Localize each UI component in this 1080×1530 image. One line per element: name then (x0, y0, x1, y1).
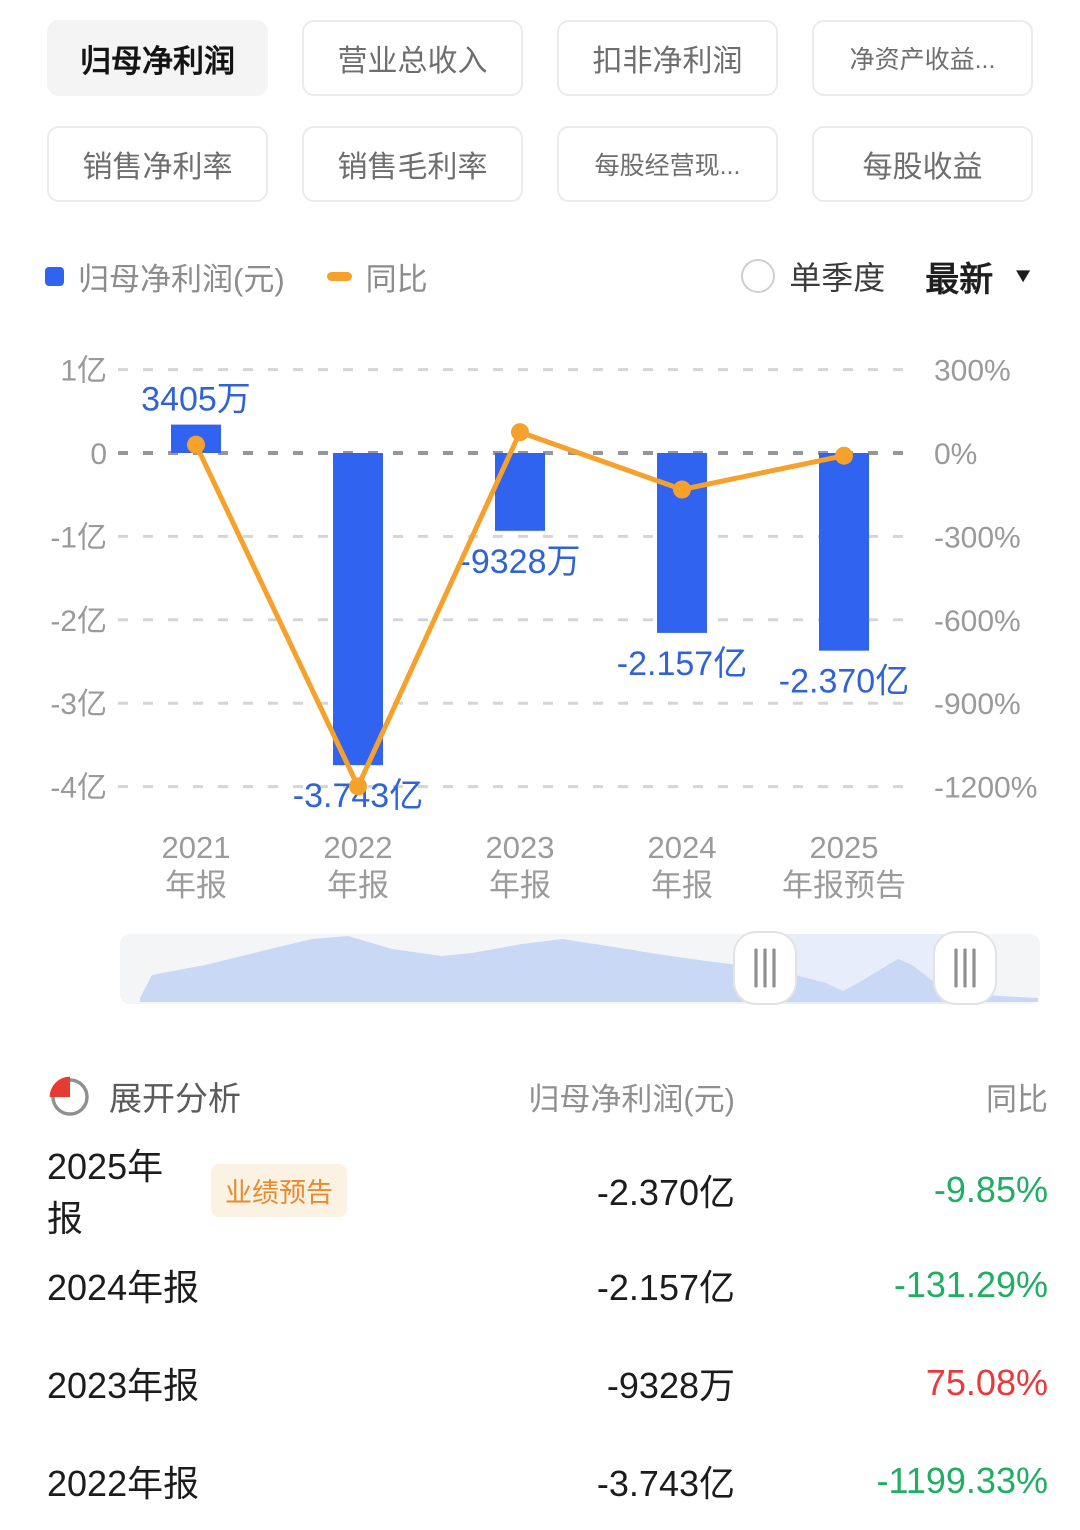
svg-text:-2.370亿: -2.370亿 (779, 663, 909, 701)
tab-total-revenue[interactable]: 营业总收入 (302, 20, 523, 96)
row-value: -2.370亿 (596, 1172, 735, 1213)
expand-analysis-label[interactable]: 展开分析 (109, 1080, 241, 1117)
chevron-down-icon: ▼ (1011, 264, 1035, 288)
row-period: 2024年报 (47, 1267, 200, 1308)
svg-text:-9328万: -9328万 (460, 543, 581, 581)
svg-text:2023年报: 2023 年报 (486, 830, 555, 903)
tab-row-1: 归母净利润 营业总收入 扣非净利润 净资产收益... (47, 20, 1033, 96)
bar-series-label: 归母净利润(元) (78, 261, 285, 297)
tab-deducted-profit[interactable]: 扣非净利润 (557, 20, 778, 96)
row-value: -9328万 (606, 1365, 735, 1406)
svg-text:2024年报: 2024 年报 (648, 830, 717, 903)
svg-text:-600%: -600% (934, 605, 1021, 638)
svg-text:-2.157亿: -2.157亿 (617, 645, 747, 683)
svg-text:0%: 0% (934, 438, 977, 471)
table-row[interactable]: 2024年报 -2.157亿 -131.29% (0, 1236, 1080, 1334)
profit-chart[interactable]: 1亿 0 -1亿 -2亿 -3亿 -4亿 300% 0% -300% -600% -900% -120… (0, 332, 1080, 1012)
tab-gross-margin[interactable]: 销售毛利率 (302, 126, 523, 202)
table-row[interactable]: 2022年报 -3.743亿 -1199.33% (0, 1432, 1080, 1530)
tab-eps[interactable]: 每股收益 (812, 126, 1033, 202)
brush-handle[interactable] (733, 931, 797, 1005)
svg-text:-1亿: -1亿 (50, 521, 107, 554)
row-yoy: 75.08% (925, 1362, 1048, 1403)
column-header-yoy: 同比 (986, 1081, 1048, 1117)
row-value: -3.743亿 (596, 1463, 735, 1504)
tab-roe[interactable]: 净资产收益... (812, 20, 1033, 96)
brush-handle[interactable] (933, 931, 997, 1005)
legend-bar-series: 归母净利润(元) (45, 254, 285, 299)
table-row[interactable]: 2023年报 -9328万 75.08% (0, 1334, 1080, 1432)
svg-text:-1200%: -1200% (934, 772, 1037, 805)
svg-text:2022年报: 2022 年报 (324, 830, 393, 903)
svg-text:-300%: -300% (934, 521, 1021, 554)
bar-series-swatch (45, 266, 64, 286)
row-period: 2022年报 (47, 1463, 200, 1504)
column-header-value: 归母净利润(元) (528, 1081, 735, 1117)
line-series-swatch (326, 271, 352, 281)
tab-net-margin[interactable]: 销售净利率 (47, 126, 268, 202)
chart-canvas[interactable]: 1亿 0 -1亿 -2亿 -3亿 -4亿 300% 0% -300% -600% -900% -120… (0, 332, 1080, 1012)
row-value: -2.157亿 (596, 1267, 735, 1308)
svg-text:1亿: 1亿 (60, 355, 107, 388)
row-yoy: -131.29% (893, 1264, 1048, 1305)
svg-text:0: 0 (90, 438, 107, 471)
svg-text:3405万: 3405万 (141, 381, 251, 419)
tab-row-2: 销售净利率 销售毛利率 每股经营现... 每股收益 (47, 126, 1033, 202)
pie-chart-icon (49, 1076, 89, 1116)
row-period: 2023年报 (47, 1365, 200, 1406)
row-yoy: -9.85% (933, 1169, 1048, 1210)
row-period: 2025年报 (47, 1146, 164, 1239)
line-series-label: 同比 (365, 261, 428, 297)
chart-controls: 单季度 最新 ▼ (741, 252, 1035, 301)
table-row[interactable]: 2025年报 业绩预告 -2.370亿 -9.85% (0, 1138, 1080, 1239)
svg-text:-2亿: -2亿 (50, 605, 107, 638)
report-type-dropdown-value[interactable]: 最新 (925, 260, 994, 299)
legend-row: 归母净利润(元) 同比 单季度 最新 ▼ (0, 254, 1080, 299)
expand-analysis[interactable]: 展开分析 (47, 1072, 347, 1120)
forecast-badge: 业绩预告 (211, 1163, 347, 1217)
legend-line-series: 同比 (326, 254, 428, 299)
tab-net-profit[interactable]: 归母净利润 (47, 20, 268, 96)
svg-text:300%: 300% (934, 355, 1011, 388)
svg-text:-4亿: -4亿 (50, 772, 107, 805)
metric-tabs: 归母净利润 营业总收入 扣非净利润 净资产收益... 销售净利率 销售毛利率 每… (0, 0, 1080, 202)
analysis-header: 展开分析 归母净利润(元) 同比 (0, 1068, 1080, 1124)
svg-text:-900%: -900% (934, 688, 1021, 721)
tab-cashflow-per-share[interactable]: 每股经营现... (557, 126, 778, 202)
quarterly-radio[interactable] (741, 259, 776, 293)
analysis-table: 展开分析 归母净利润(元) 同比 2025年报 业绩预告 -2.370亿 -9.… (0, 1068, 1080, 1530)
row-yoy: -1199.33% (876, 1460, 1048, 1501)
quarterly-radio-label[interactable]: 单季度 (789, 260, 886, 296)
svg-text:-3亿: -3亿 (50, 688, 107, 721)
report-type-dropdown[interactable]: 最新 ▼ (925, 252, 1035, 301)
